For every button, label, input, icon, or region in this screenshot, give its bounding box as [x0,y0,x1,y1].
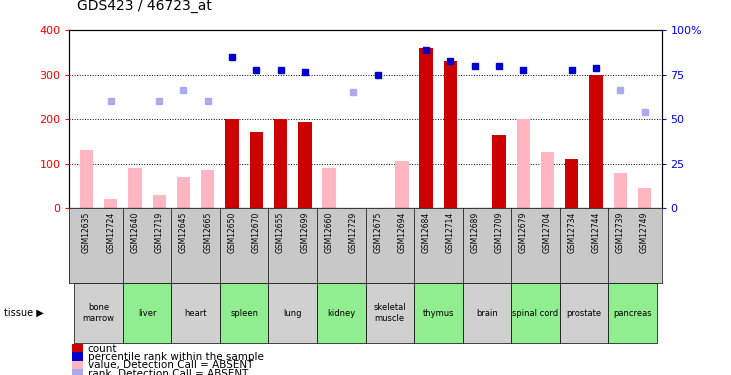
Text: percentile rank within the sample: percentile rank within the sample [88,352,264,362]
Text: GDS423 / 46723_at: GDS423 / 46723_at [77,0,212,13]
Bar [268,283,317,343]
Bar [366,283,414,343]
Text: GSM12650: GSM12650 [227,212,237,253]
Text: GSM12684: GSM12684 [422,212,431,253]
Text: lung: lung [284,309,302,318]
Text: prostate: prostate [567,309,602,318]
Text: GSM12744: GSM12744 [591,212,601,253]
Text: GSM12694: GSM12694 [398,212,406,253]
Text: GSM12640: GSM12640 [130,212,140,253]
Text: GSM12655: GSM12655 [276,212,285,253]
Bar [72,369,83,375]
Bar [492,135,506,208]
Text: skeletal
muscle: skeletal muscle [374,303,406,323]
Bar [317,283,366,343]
Bar [444,61,457,208]
Text: GSM12645: GSM12645 [179,212,188,253]
Bar [613,172,627,208]
Text: GSM12660: GSM12660 [325,212,333,253]
Bar [589,75,602,208]
Bar [541,153,554,208]
Bar [414,283,463,343]
Bar [104,199,118,208]
Bar [153,195,166,208]
Text: heart: heart [184,309,207,318]
Bar [249,132,263,208]
Bar [225,119,239,208]
Bar [608,283,656,343]
Text: GSM12670: GSM12670 [251,212,261,253]
Bar [298,122,311,208]
Bar [123,283,171,343]
Text: GSM12734: GSM12734 [567,212,576,253]
Text: GSM12709: GSM12709 [494,212,504,253]
Text: pancreas: pancreas [613,309,652,318]
Bar [274,119,287,208]
Text: GSM12739: GSM12739 [616,212,625,253]
Text: GSM12679: GSM12679 [519,212,528,253]
Bar [171,283,220,343]
Text: brain: brain [476,309,498,318]
Bar [511,283,560,343]
Bar [75,283,123,343]
Text: value, Detection Call = ABSENT: value, Detection Call = ABSENT [88,360,253,370]
Bar [201,170,214,208]
Text: GSM12749: GSM12749 [640,212,649,253]
Text: GSM12665: GSM12665 [203,212,212,253]
Text: GSM12699: GSM12699 [300,212,309,253]
Text: count: count [88,344,117,354]
Text: thymus: thymus [423,309,454,318]
Bar [220,283,268,343]
Text: GSM12635: GSM12635 [82,212,91,253]
Bar [80,150,93,208]
Bar [129,168,142,208]
Bar [395,161,409,208]
Text: liver: liver [138,309,156,318]
Text: GSM12714: GSM12714 [446,212,455,253]
Text: rank, Detection Call = ABSENT: rank, Detection Call = ABSENT [88,369,249,375]
Bar [177,177,190,208]
Text: GSM12704: GSM12704 [543,212,552,253]
Text: GSM12689: GSM12689 [470,212,480,253]
Bar [463,283,511,343]
Text: spleen: spleen [230,309,258,318]
Bar [565,159,578,208]
Bar [638,188,651,208]
Text: tissue ▶: tissue ▶ [4,308,43,318]
Text: bone
marrow: bone marrow [83,303,115,323]
Text: GSM12729: GSM12729 [349,212,358,253]
Text: GSM12675: GSM12675 [373,212,382,253]
Text: kidney: kidney [327,309,355,318]
Text: GSM12724: GSM12724 [106,212,115,253]
Bar [72,344,83,354]
Text: GSM12719: GSM12719 [155,212,164,253]
Bar [517,119,530,208]
Bar [560,283,608,343]
Text: spinal cord: spinal cord [512,309,558,318]
Bar [72,352,83,362]
Bar [72,361,83,370]
Bar [420,48,433,208]
Bar [322,168,336,208]
